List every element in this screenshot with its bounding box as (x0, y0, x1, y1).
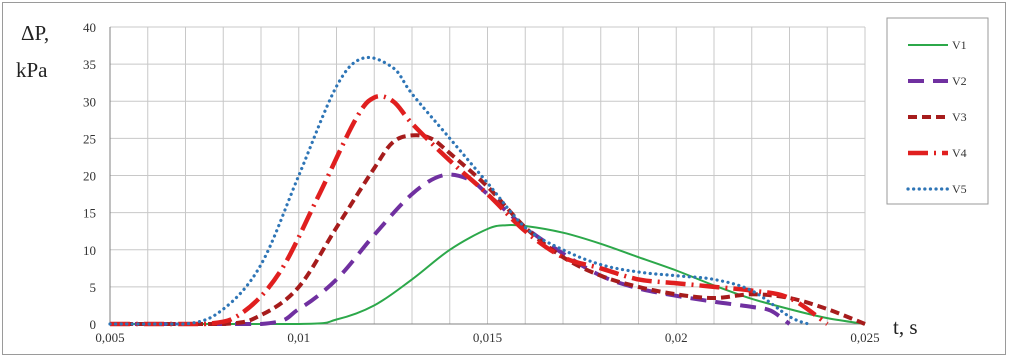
x-tick-label: 0,015 (473, 330, 502, 345)
y-tick-label: 0 (90, 317, 97, 332)
x-tick-label: 0,02 (665, 330, 688, 345)
x-tick-labels: 0,005 0,01 0,015 0,02 0,025 (95, 330, 879, 345)
chart-frame (2, 2, 1006, 355)
legend-label-v4: V4 (952, 146, 967, 160)
grid (109, 26, 866, 325)
y-tick-label: 10 (83, 243, 96, 258)
y-tick-label: 15 (83, 206, 96, 221)
legend-label-v5: V5 (952, 182, 967, 196)
y-tick-label: 5 (90, 280, 97, 295)
y-tick-label: 20 (83, 169, 96, 184)
y-tick-label: 40 (83, 20, 96, 35)
y-tick-label: 35 (83, 57, 96, 72)
y-tick-labels: 0 5 10 15 20 25 30 35 40 (83, 20, 96, 332)
y-axis-title-line1: ΔP, (21, 21, 49, 45)
series-line-v5 (108, 55, 810, 326)
series-line-v4 (110, 93, 829, 327)
legend-label-v3: V3 (952, 110, 967, 124)
legend-box (886, 17, 989, 205)
x-tick-label: 0,025 (850, 330, 879, 345)
series-line-v3 (110, 133, 866, 326)
x-axis-title: t, s (893, 315, 918, 339)
x-tick-label: 0,005 (95, 330, 124, 345)
series-lines (108, 55, 866, 327)
legend-label-v1: V1 (952, 38, 967, 52)
x-tick-label: 0,01 (287, 330, 310, 345)
series-line-v1 (110, 223, 866, 326)
y-tick-label: 30 (83, 94, 96, 109)
legend-label-v2: V2 (952, 74, 967, 88)
legend: V1 V2 V3 V4 V5 (886, 17, 989, 205)
y-axis-title-line2: kPa (16, 58, 48, 82)
y-tick-label: 25 (83, 131, 96, 146)
